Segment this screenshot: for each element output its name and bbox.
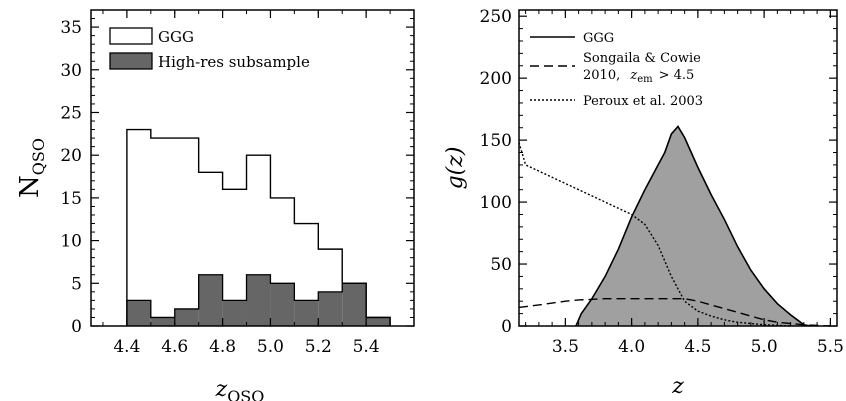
ggg-line bbox=[575, 125, 811, 327]
y-tick-label: 100 bbox=[480, 193, 512, 213]
y-tick-label: 150 bbox=[480, 131, 512, 151]
y-label-sub: QSO bbox=[29, 138, 48, 175]
x-tick-label: 4.8 bbox=[209, 337, 236, 357]
gz-x-ticks: 3.5 4.0 4.5 5.0 5.5 bbox=[525, 10, 844, 357]
legend-label-songaila-line2: 2010, zem > 4.5 bbox=[583, 68, 694, 85]
y-tick-label: 10 bbox=[60, 232, 82, 252]
x-tick-label: 3.5 bbox=[552, 337, 579, 357]
x-tick-label: 5.5 bbox=[817, 337, 844, 357]
x-tick-label: 4.4 bbox=[113, 337, 140, 357]
histogram-panel: 4.4 4.6 4.8 5.0 5.2 5.4 0 5 10 15 20 25 30 35 GGG Hi… bbox=[15, 9, 415, 401]
y-tick-label: 30 bbox=[60, 61, 82, 81]
gz-frame bbox=[518, 9, 838, 327]
songaila-z: z bbox=[629, 68, 637, 83]
bar-high-res bbox=[270, 283, 295, 326]
histogram-y-axis-label: NQSO bbox=[15, 138, 48, 198]
histogram-x-ticks: 4.4 4.6 4.8 5.0 5.2 5.4 bbox=[102, 10, 391, 357]
histogram-y-ticks: 0 5 10 15 20 25 30 35 bbox=[60, 18, 414, 337]
bar-high-res bbox=[126, 300, 151, 326]
y-tick-label: 20 bbox=[60, 146, 82, 166]
y-tick-label: 200 bbox=[480, 69, 512, 89]
y-tick-label: 50 bbox=[490, 255, 512, 275]
x-tick-label: 5.0 bbox=[751, 337, 778, 357]
x-tick-label: 4.6 bbox=[161, 337, 188, 357]
y-tick-label: 15 bbox=[60, 189, 82, 209]
bar-high-res bbox=[342, 283, 367, 326]
histogram-bars bbox=[126, 128, 391, 326]
legend-swatch-ggg bbox=[109, 27, 153, 45]
bar-high-res bbox=[150, 317, 175, 326]
songaila-sub: em bbox=[637, 74, 653, 85]
gz-area bbox=[575, 126, 811, 327]
gz-y-axis-label: g(z) bbox=[443, 147, 468, 190]
y-tick-label: 35 bbox=[60, 18, 82, 38]
x-tick-label: 5.4 bbox=[353, 337, 380, 357]
x-tick-label: 5.2 bbox=[305, 337, 332, 357]
y-tick-label: 250 bbox=[480, 7, 512, 27]
histogram-legend: GGG High-res subsample bbox=[109, 27, 310, 71]
songaila-prefix: 2010, bbox=[583, 68, 620, 83]
x-tick-label: 5.0 bbox=[257, 337, 284, 357]
x-label-main: z bbox=[215, 377, 228, 401]
gz-legend: GGG Songaila & Cowie 2010, zem > 4.5 Pero… bbox=[530, 31, 703, 109]
y-tick-label: 5 bbox=[71, 274, 82, 294]
legend-label-songaila-line1: Songaila & Cowie bbox=[583, 51, 701, 66]
y-tick-label: 25 bbox=[60, 103, 82, 123]
peroux-line bbox=[518, 142, 791, 327]
gz-panel: 3.5 4.0 4.5 5.0 5.5 0 50 100 150 200 250 GGG Song… bbox=[443, 7, 844, 399]
bar-high-res bbox=[198, 274, 223, 326]
ggg-area-fill bbox=[575, 126, 811, 327]
x-label-sub: QSO bbox=[227, 387, 264, 401]
gz-lines bbox=[518, 125, 831, 327]
bar-high-res bbox=[246, 274, 271, 326]
legend-swatch-high-res bbox=[109, 52, 153, 70]
songaila-suffix: > 4.5 bbox=[659, 68, 695, 83]
legend-label-ggg-gz: GGG bbox=[583, 31, 614, 46]
histogram-frame bbox=[90, 9, 415, 327]
bar-high-res bbox=[366, 317, 391, 326]
y-tick-label: 0 bbox=[501, 317, 512, 337]
bar-high-res bbox=[318, 291, 343, 326]
legend-label-high-res: High-res subsample bbox=[158, 53, 310, 71]
bar-high-res bbox=[294, 300, 319, 326]
gz-x-axis-label: z bbox=[671, 374, 684, 399]
legend-label-ggg: GGG bbox=[158, 28, 194, 46]
y-label-main: N bbox=[15, 175, 45, 198]
songaila-cowie-line bbox=[518, 298, 831, 327]
legend-label-peroux: Peroux et al. 2003 bbox=[583, 94, 703, 109]
y-tick-label: 0 bbox=[71, 317, 82, 337]
ggg-step-outline bbox=[126, 128, 391, 326]
bar-high-res bbox=[174, 308, 199, 326]
histogram-x-axis-label: zQSO bbox=[215, 377, 265, 401]
bar-high-res bbox=[222, 300, 247, 326]
x-tick-label: 4.0 bbox=[618, 337, 645, 357]
gz-y-ticks: 0 50 100 150 200 250 bbox=[480, 7, 837, 337]
x-tick-label: 4.5 bbox=[684, 337, 711, 357]
